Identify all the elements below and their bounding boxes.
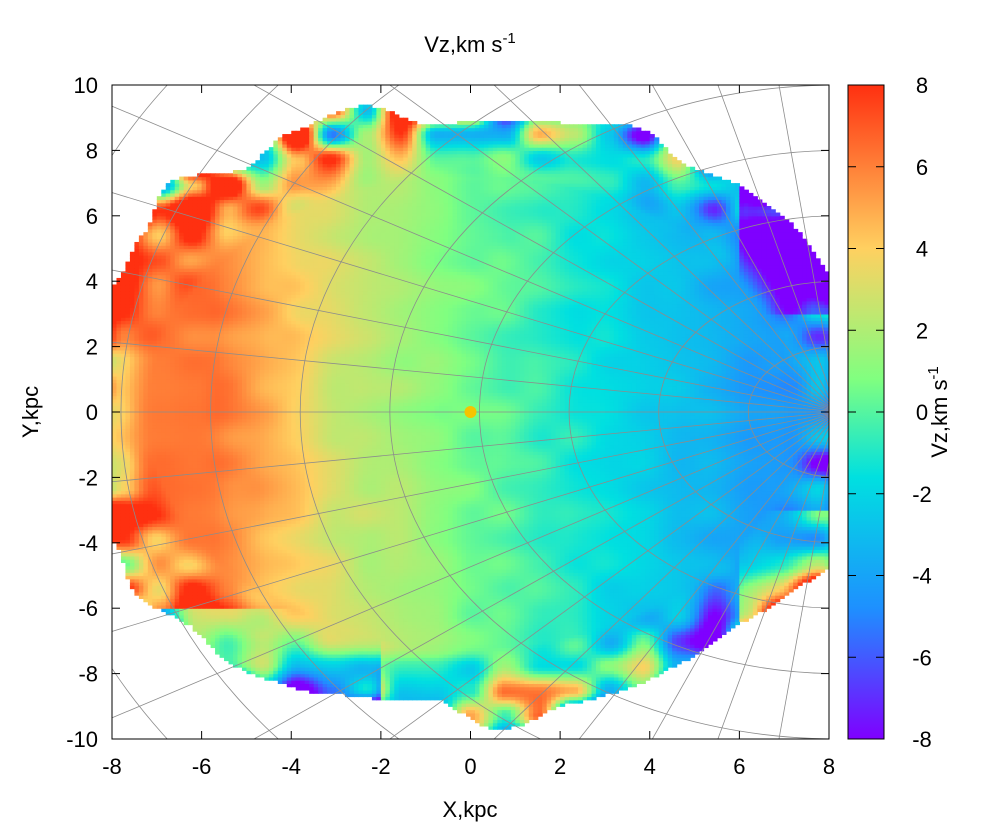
heat-cell bbox=[139, 235, 144, 239]
heat-cell bbox=[188, 177, 193, 181]
heat-cell bbox=[206, 173, 211, 177]
heat-cell bbox=[242, 170, 247, 174]
heat-cell bbox=[215, 173, 220, 177]
heat-cell bbox=[134, 242, 139, 246]
heat-cell bbox=[229, 173, 234, 177]
heat-cell bbox=[161, 190, 166, 194]
heat-cell bbox=[211, 173, 216, 177]
heat-cell bbox=[273, 141, 278, 145]
heat-cell bbox=[179, 177, 184, 181]
heat-cell bbox=[143, 232, 148, 236]
heat-cell bbox=[246, 167, 251, 171]
heat-cell bbox=[148, 222, 153, 226]
heat-cell bbox=[166, 183, 171, 187]
heat-cell bbox=[157, 196, 162, 200]
heat-cell bbox=[175, 180, 180, 184]
heat-cell bbox=[233, 170, 238, 174]
heat-cell bbox=[255, 160, 260, 164]
heat-cell bbox=[202, 173, 207, 177]
heat-cell bbox=[112, 284, 117, 288]
heat-cell bbox=[220, 173, 225, 177]
heat-cell bbox=[269, 147, 274, 151]
heat-cell bbox=[260, 154, 265, 158]
heat-cell bbox=[184, 177, 189, 181]
heat-cell bbox=[264, 150, 269, 154]
heat-cell bbox=[170, 180, 175, 184]
heat-cell bbox=[125, 262, 130, 266]
heat-cell bbox=[152, 209, 157, 213]
heat-cell bbox=[224, 173, 229, 177]
heat-cell bbox=[130, 252, 135, 256]
heat-cell bbox=[237, 170, 242, 174]
